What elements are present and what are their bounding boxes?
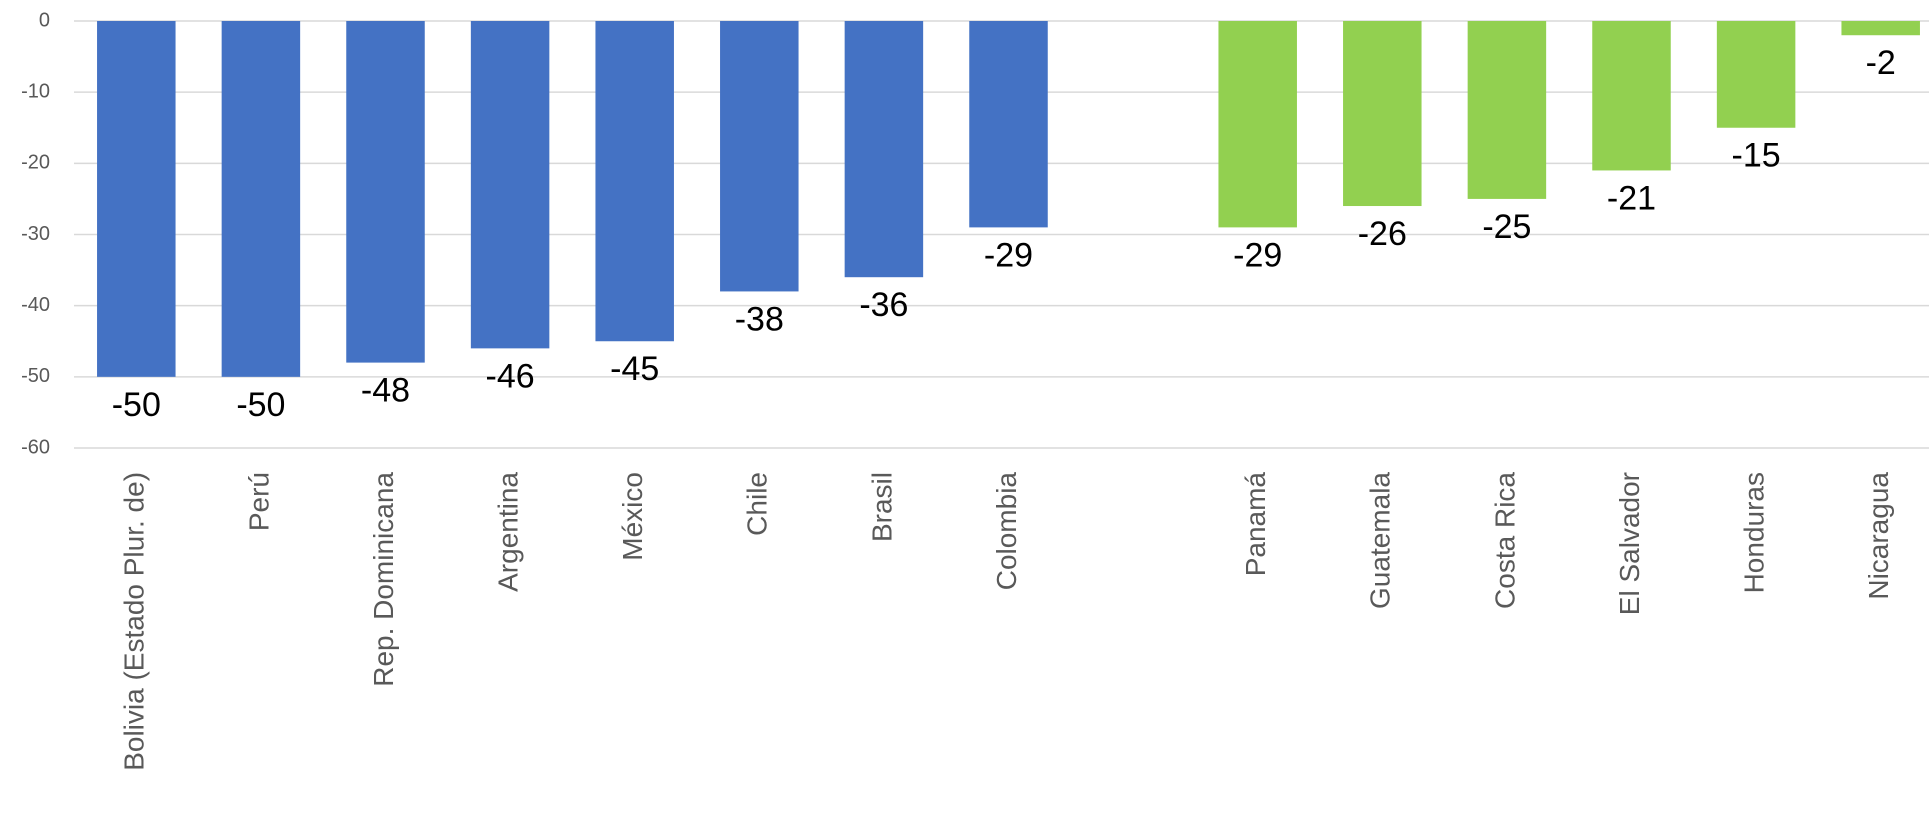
x-tick-label: Costa Rica bbox=[1489, 472, 1520, 609]
bar bbox=[470, 21, 550, 349]
x-tick-label: México bbox=[617, 472, 648, 561]
y-tick-label: -50 bbox=[21, 365, 50, 387]
y-tick-label: -10 bbox=[21, 80, 50, 102]
x-tick-label: Panamá bbox=[1240, 472, 1271, 577]
value-label: -50 bbox=[112, 386, 161, 424]
value-label: -46 bbox=[486, 357, 535, 395]
y-tick-label: -20 bbox=[21, 152, 50, 174]
bar bbox=[844, 21, 924, 278]
value-label: -45 bbox=[610, 350, 659, 388]
x-tick-label: Chile bbox=[742, 472, 773, 536]
value-label: -50 bbox=[236, 386, 285, 424]
x-tick-label: Nicaragua bbox=[1863, 472, 1894, 600]
value-label: -2 bbox=[1866, 44, 1896, 82]
x-tick-label: Colombia bbox=[991, 472, 1022, 591]
x-tick-label: Argentina bbox=[492, 472, 523, 592]
bar bbox=[1343, 21, 1422, 207]
value-label: -29 bbox=[984, 236, 1033, 274]
x-tick-label: Rep. Dominicana bbox=[368, 472, 399, 687]
y-tick-label: -60 bbox=[21, 436, 50, 458]
bar bbox=[595, 21, 674, 342]
bar bbox=[97, 21, 176, 377]
x-tick-label: Guatemala bbox=[1365, 472, 1396, 609]
y-tick-label: 0 bbox=[39, 9, 50, 31]
y-tick-label: -40 bbox=[21, 294, 50, 316]
x-tick-label: Brasil bbox=[866, 472, 897, 542]
value-label: -29 bbox=[1233, 236, 1282, 274]
x-tick-label: Honduras bbox=[1738, 472, 1769, 593]
bar bbox=[1592, 21, 1671, 171]
bar bbox=[1841, 21, 1920, 36]
bar bbox=[969, 21, 1048, 228]
x-tick-label: Bolivia (Estado Plur. de) bbox=[119, 472, 150, 771]
value-label: -36 bbox=[859, 286, 908, 324]
bar bbox=[221, 21, 301, 377]
bar bbox=[1716, 21, 1796, 128]
y-tick-label: -30 bbox=[21, 223, 50, 245]
value-label: -21 bbox=[1607, 179, 1656, 217]
bar bbox=[720, 21, 799, 292]
x-tick-label: El Salvador bbox=[1614, 472, 1645, 615]
bar bbox=[1218, 21, 1297, 228]
x-tick-label: Perú bbox=[243, 472, 274, 531]
bar bbox=[346, 21, 425, 363]
value-label: -25 bbox=[1482, 208, 1531, 246]
value-label: -48 bbox=[361, 372, 410, 410]
value-label: -38 bbox=[735, 300, 784, 338]
value-label: -15 bbox=[1732, 137, 1781, 175]
value-label: -26 bbox=[1358, 215, 1407, 253]
bar bbox=[1467, 21, 1547, 199]
